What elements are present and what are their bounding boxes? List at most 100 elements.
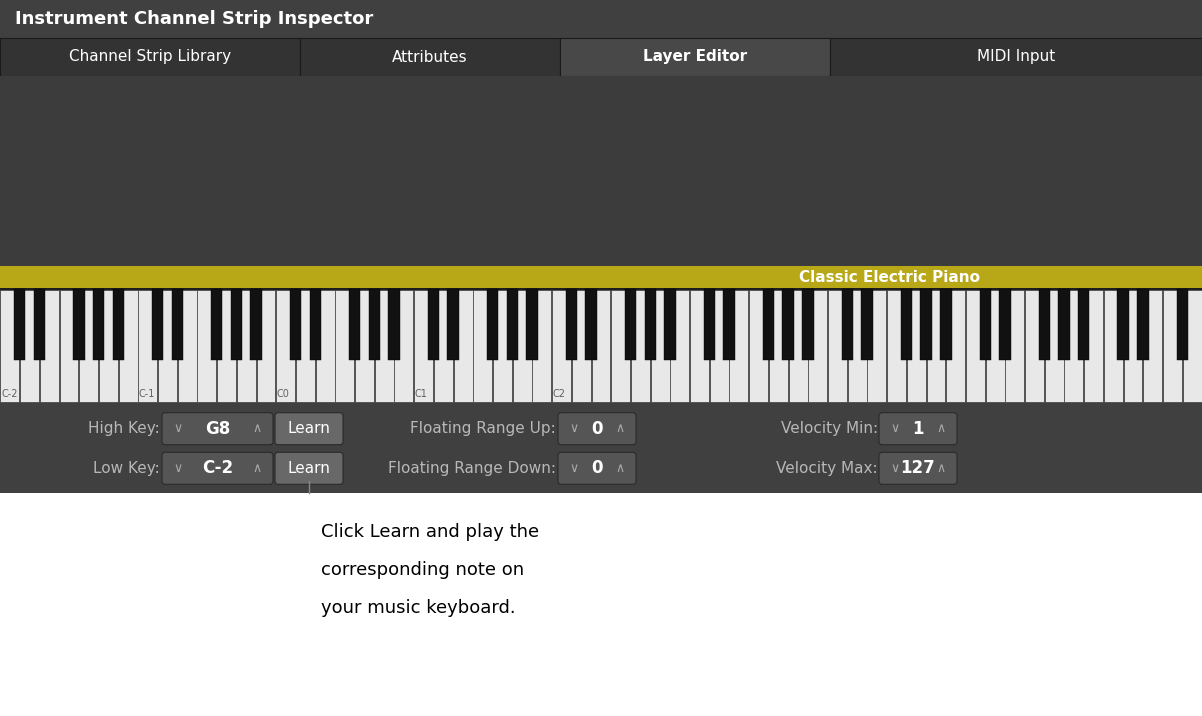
Bar [178, 290, 197, 402]
Bar [671, 290, 689, 402]
Bar [250, 289, 262, 360]
Bar [93, 289, 105, 360]
Bar [1118, 289, 1129, 360]
FancyBboxPatch shape [558, 453, 636, 484]
Text: Learn: Learn [287, 421, 331, 436]
FancyBboxPatch shape [162, 412, 273, 445]
Bar [0, 403, 1202, 493]
Bar [862, 289, 873, 360]
FancyBboxPatch shape [162, 453, 273, 484]
FancyBboxPatch shape [275, 453, 343, 484]
Bar [0, 290, 19, 402]
Bar [847, 290, 867, 402]
Text: Instrument Channel Strip Inspector: Instrument Channel Strip Inspector [14, 10, 374, 28]
Text: Low Key:: Low Key: [94, 461, 160, 476]
Bar [526, 289, 537, 360]
Bar [231, 289, 242, 360]
Bar [1103, 290, 1123, 402]
Text: C-2: C-2 [1, 389, 18, 399]
Bar [394, 290, 413, 402]
Bar [513, 290, 531, 402]
Text: Channel Strip Library: Channel Strip Library [69, 49, 231, 64]
Text: C-2: C-2 [202, 459, 233, 478]
Text: ∧: ∧ [936, 462, 946, 475]
Bar [0, 0, 1202, 38]
Bar [1065, 290, 1083, 402]
Bar [946, 290, 965, 402]
Text: Classic Electric Piano: Classic Electric Piano [799, 269, 980, 284]
Bar [151, 289, 163, 360]
Bar [906, 290, 926, 402]
Bar [119, 290, 137, 402]
FancyBboxPatch shape [879, 412, 957, 445]
Bar [1005, 290, 1024, 402]
Bar [1058, 289, 1070, 360]
Bar [349, 289, 361, 360]
Bar [783, 289, 793, 360]
Bar [1143, 290, 1162, 402]
Bar [428, 289, 439, 360]
Bar [355, 290, 374, 402]
Bar [290, 289, 302, 360]
Bar [927, 290, 946, 402]
Text: ∨: ∨ [891, 462, 899, 475]
Bar [841, 289, 853, 360]
Text: Attributes: Attributes [392, 49, 468, 64]
Text: C-1: C-1 [139, 389, 155, 399]
Bar [237, 290, 256, 402]
Text: your music keyboard.: your music keyboard. [321, 599, 516, 617]
Text: ∨: ∨ [570, 462, 578, 475]
Text: 127: 127 [900, 459, 935, 478]
Bar [650, 290, 670, 402]
Bar [1078, 289, 1089, 360]
Text: ∨: ∨ [570, 422, 578, 435]
FancyBboxPatch shape [558, 412, 636, 445]
Bar [316, 290, 334, 402]
Bar [40, 290, 59, 402]
Bar [276, 290, 296, 402]
Bar [493, 290, 512, 402]
Bar [808, 290, 827, 402]
Text: 1: 1 [912, 420, 924, 437]
Bar [763, 289, 774, 360]
Bar [789, 290, 808, 402]
Bar [172, 289, 183, 360]
Bar [487, 289, 499, 360]
Bar [388, 289, 400, 360]
Bar [0, 38, 1202, 76]
Bar [690, 290, 709, 402]
Bar [453, 290, 472, 402]
Text: C1: C1 [415, 389, 428, 399]
Bar [572, 290, 590, 402]
Text: Floating Range Down:: Floating Range Down: [388, 461, 557, 476]
Bar [769, 290, 787, 402]
Bar [644, 289, 656, 360]
Text: Click Learn and play the: Click Learn and play the [321, 523, 540, 541]
Text: 0: 0 [591, 459, 602, 478]
Text: ∧: ∧ [615, 462, 625, 475]
Bar [20, 290, 38, 402]
Bar [60, 290, 78, 402]
Text: C2: C2 [553, 389, 566, 399]
Bar [730, 290, 749, 402]
Bar [369, 289, 380, 360]
Bar [375, 290, 394, 402]
Bar [625, 289, 636, 360]
Bar [0, 266, 1202, 288]
Bar [552, 290, 571, 402]
Text: C0: C0 [276, 389, 290, 399]
Text: G8: G8 [204, 420, 230, 437]
Bar [99, 290, 118, 402]
Text: ∧: ∧ [615, 422, 625, 435]
Bar [1045, 290, 1064, 402]
Text: Learn: Learn [287, 461, 331, 476]
Bar [335, 290, 355, 402]
Text: ∧: ∧ [936, 422, 946, 435]
FancyBboxPatch shape [275, 412, 343, 445]
Bar [0, 38, 300, 76]
Text: corresponding note on: corresponding note on [321, 561, 524, 579]
Bar [447, 289, 459, 360]
Bar [79, 290, 99, 402]
Bar [0, 76, 1202, 266]
Text: Layer Editor: Layer Editor [643, 49, 748, 64]
